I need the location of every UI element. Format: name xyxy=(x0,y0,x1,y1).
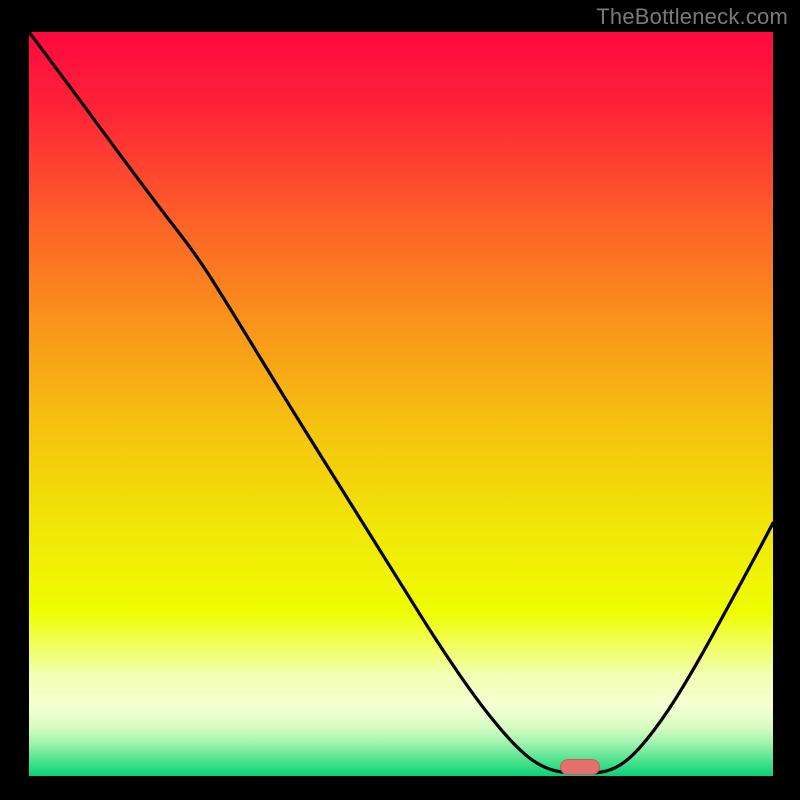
watermark-text: TheBottleneck.com xyxy=(596,4,788,30)
chart-plot-area xyxy=(29,32,773,776)
chart-curve xyxy=(29,32,773,776)
chart-marker-pill xyxy=(560,759,600,775)
